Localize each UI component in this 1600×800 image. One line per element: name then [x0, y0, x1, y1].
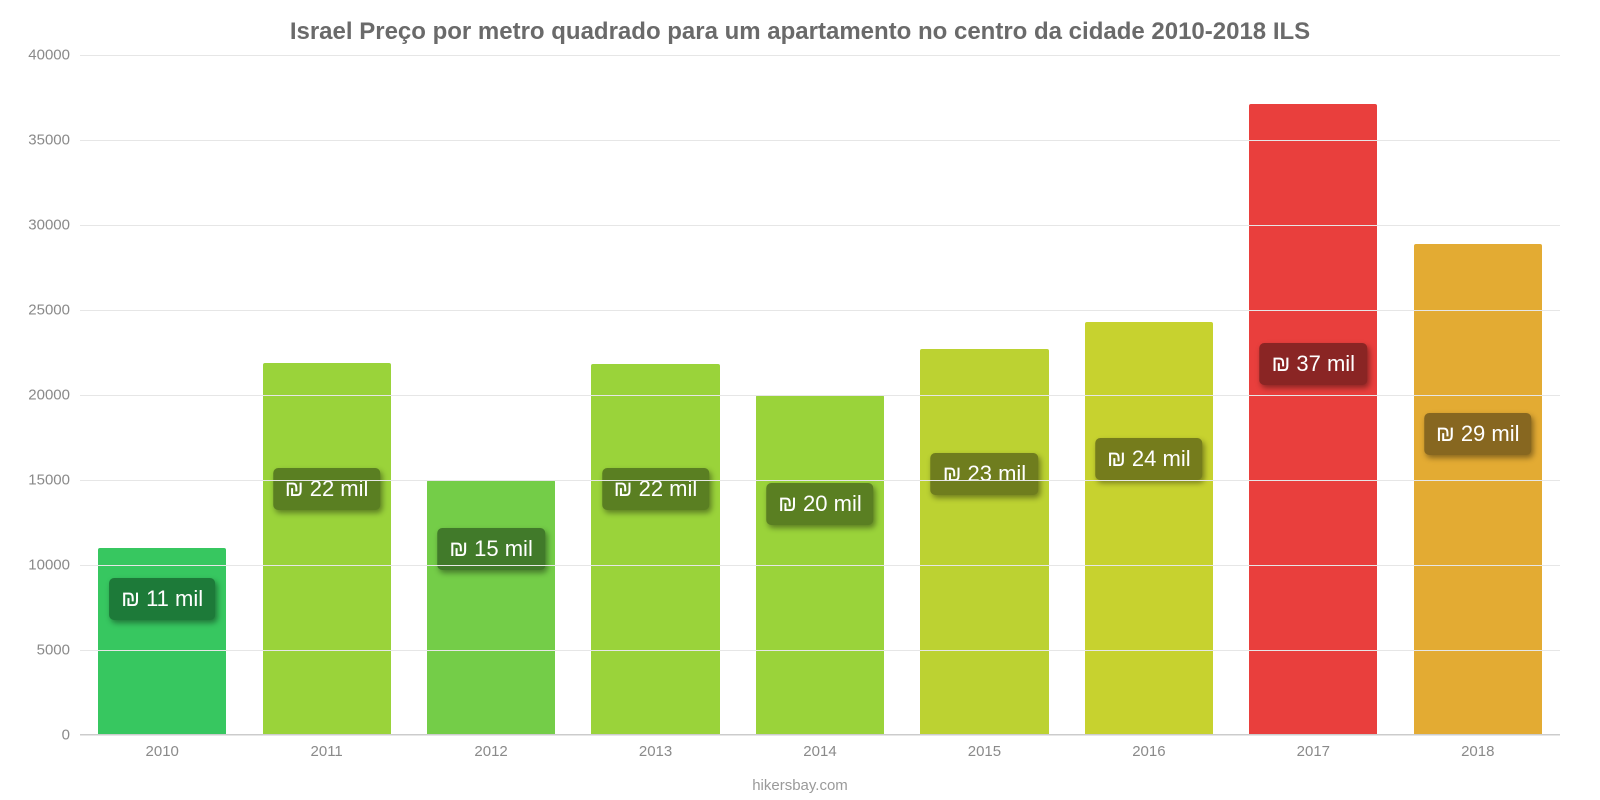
x-tick-label: 2013	[639, 735, 672, 760]
y-tick-label: 0	[62, 727, 80, 744]
bar	[1085, 322, 1213, 735]
x-tick-label: 2017	[1297, 735, 1330, 760]
grid-line	[80, 650, 1560, 651]
x-tick-label: 2014	[803, 735, 836, 760]
y-tick-label: 15000	[28, 472, 80, 489]
bar	[920, 349, 1048, 735]
y-tick-label: 25000	[28, 302, 80, 319]
grid-line	[80, 310, 1560, 311]
grid-line	[80, 565, 1560, 566]
y-tick-label: 30000	[28, 217, 80, 234]
chart-container: Israel Preço por metro quadrado para um …	[0, 0, 1600, 800]
value-badge: ₪ 22 mil	[273, 468, 380, 510]
grid-line	[80, 140, 1560, 141]
bar	[1414, 244, 1542, 735]
y-tick-label: 10000	[28, 557, 80, 574]
bar	[427, 480, 555, 735]
bar	[1249, 104, 1377, 735]
x-tick-label: 2012	[474, 735, 507, 760]
x-tick-label: 2015	[968, 735, 1001, 760]
value-badge: ₪ 29 mil	[1424, 413, 1531, 455]
y-tick-label: 5000	[37, 642, 80, 659]
grid-line	[80, 395, 1560, 396]
x-tick-label: 2011	[311, 735, 343, 760]
plot-area: ₪ 11 mil2010₪ 22 mil2011₪ 15 mil2012₪ 22…	[80, 55, 1560, 735]
grid-line	[80, 225, 1560, 226]
value-badge: ₪ 15 mil	[437, 528, 544, 570]
grid-line	[80, 480, 1560, 481]
x-tick-label: 2018	[1461, 735, 1494, 760]
bar	[263, 363, 391, 735]
value-badge: ₪ 37 mil	[1260, 343, 1367, 385]
value-badge: ₪ 22 mil	[602, 468, 709, 510]
y-tick-label: 20000	[28, 387, 80, 404]
chart-title: Israel Preço por metro quadrado para um …	[0, 18, 1600, 46]
value-badge: ₪ 24 mil	[1095, 438, 1202, 480]
bar	[98, 548, 226, 735]
x-tick-label: 2010	[146, 735, 179, 760]
value-badge: ₪ 23 mil	[931, 453, 1038, 495]
x-tick-label: 2016	[1132, 735, 1165, 760]
value-badge: ₪ 11 mil	[109, 578, 215, 620]
value-badge: ₪ 20 mil	[766, 483, 873, 525]
y-tick-label: 35000	[28, 132, 80, 149]
grid-line	[80, 735, 1560, 736]
footer-attribution: hikersbay.com	[0, 777, 1600, 794]
bar	[591, 364, 719, 735]
y-tick-label: 40000	[28, 47, 80, 64]
grid-line	[80, 55, 1560, 56]
